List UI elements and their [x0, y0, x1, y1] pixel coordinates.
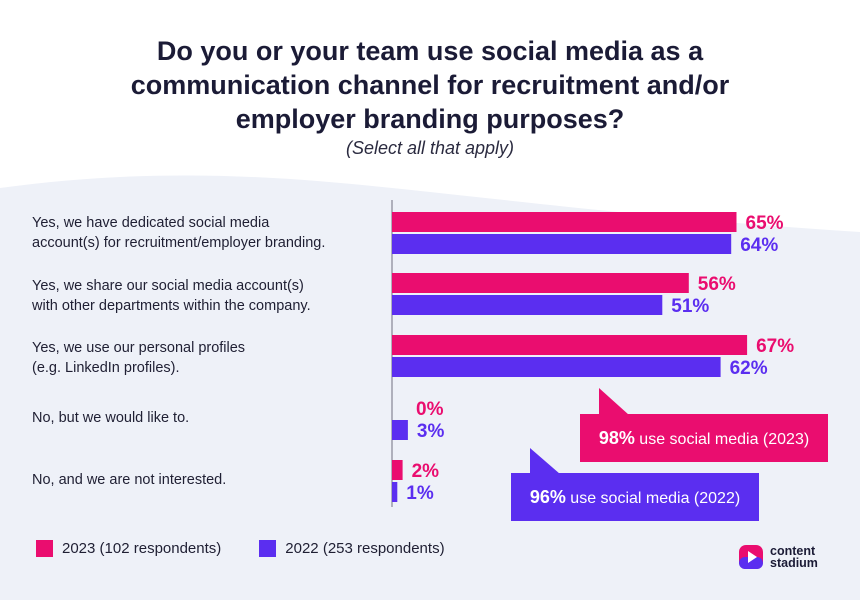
- value-label: 62%: [730, 358, 768, 379]
- category-label: No, and we are not interested.: [32, 470, 382, 490]
- chart-legend: 2023 (102 respondents) 2022 (253 respond…: [36, 540, 445, 557]
- category-label-line: Yes, we use our personal profiles: [32, 340, 246, 356]
- category-label-line: Yes, we have dedicated social media: [32, 215, 270, 231]
- value-label: 3%: [417, 421, 445, 442]
- category-label: Yes, we have dedicated social media acco…: [32, 213, 382, 253]
- value-label: 56%: [698, 274, 736, 295]
- category-label: No, but we would like to.: [32, 408, 382, 428]
- category-label-line: Yes, we share our social media account(s…: [32, 278, 304, 294]
- bar-2022: [392, 295, 663, 315]
- bar-2022: [392, 420, 408, 440]
- category-label-line: (e.g. LinkedIn profiles).: [32, 360, 180, 376]
- category-label-line: account(s) for recruitment/employer bran…: [32, 235, 326, 251]
- category-label-line: No, and we are not interested.: [32, 472, 227, 488]
- value-label: 65%: [746, 213, 784, 234]
- legend-item-2022: 2022 (253 respondents): [259, 540, 445, 557]
- legend-swatch-2022: [259, 540, 277, 557]
- value-label: 51%: [671, 296, 709, 317]
- logo-line: stadium: [770, 556, 818, 570]
- callout-text: use social media (2022): [565, 490, 741, 507]
- chart-title: Do you or your team use social media as …: [60, 34, 800, 136]
- category-label-line: with other departments within the compan…: [32, 298, 311, 314]
- category-label: Yes, we use our personal profiles (e.g. …: [32, 338, 382, 378]
- category-label: Yes, we share our social media account(s…: [32, 276, 382, 316]
- callout-text: use social media (2023): [634, 431, 810, 448]
- legend-swatch-2023: [36, 540, 53, 557]
- legend-label: 2023 (102 respondents): [62, 540, 222, 557]
- callout-value: 98%: [598, 428, 635, 448]
- content-stadium-logo: content stadium: [738, 544, 818, 570]
- bar-2022: [392, 357, 721, 377]
- callout-pointer: [599, 388, 629, 415]
- value-label: 67%: [756, 336, 794, 357]
- chart-subtitle: (Select all that apply): [345, 138, 515, 158]
- category-label-line: No, but we would like to.: [32, 410, 190, 426]
- bar-2023: [392, 460, 403, 480]
- bar-2023: [392, 335, 748, 355]
- value-label: 0%: [416, 399, 444, 420]
- logo-mark-icon: [739, 545, 763, 569]
- callout-2023: 98% use social media (2023): [580, 414, 828, 462]
- callout-2022: 96% use social media (2022): [511, 473, 759, 521]
- legend-label: 2022 (253 respondents): [285, 540, 445, 557]
- bar-2022: [392, 234, 732, 254]
- callout-value: 96%: [529, 487, 566, 507]
- bar-2023: [392, 273, 689, 293]
- value-label: 64%: [740, 235, 778, 256]
- bar-2022: [392, 482, 398, 502]
- legend-item-2023: 2023 (102 respondents): [36, 540, 221, 557]
- title-line: employer branding purposes?: [235, 104, 625, 134]
- title-line: communication channel for recruitment an…: [130, 70, 730, 100]
- value-label: 1%: [406, 483, 434, 504]
- title-line: Do you or your team use social media as …: [156, 36, 704, 66]
- value-label: 2%: [412, 461, 440, 482]
- logo-line: content: [770, 544, 816, 558]
- callout-pointer: [530, 448, 560, 474]
- bar-2023: [392, 212, 737, 232]
